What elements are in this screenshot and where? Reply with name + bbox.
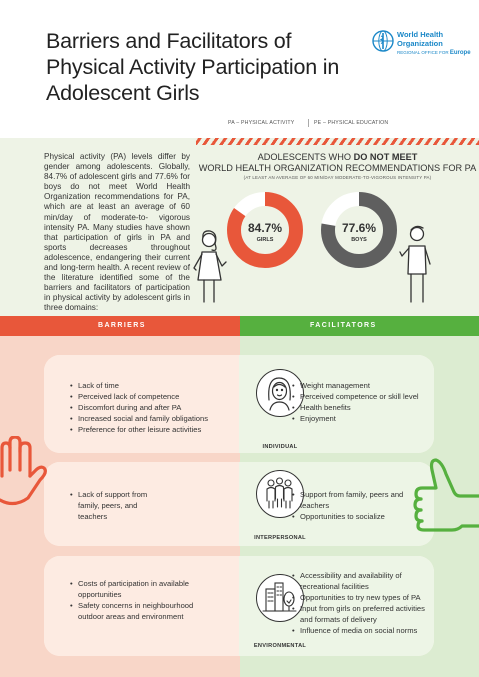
environmental-label: ENVIRONMENTAL — [253, 643, 307, 649]
girls-donut-arc — [227, 192, 303, 268]
list-item: Costs of participation in available oppo… — [70, 578, 200, 600]
environmental-facilitators-list: Accessibility and availability of recrea… — [292, 570, 427, 636]
list-item: Discomfort during and after PA — [70, 402, 230, 413]
list-item: Enjoyment — [292, 413, 422, 424]
list-item: Input from girls on preferred activities… — [292, 603, 427, 625]
individual-barriers-list: Lack of time Perceived lack of competenc… — [70, 380, 230, 435]
interpersonal-label: INTERPERSONAL — [254, 535, 306, 541]
list-item: Accessibility and availability of recrea… — [292, 570, 427, 592]
boys-donut-arc — [321, 192, 397, 268]
who-logo: World Health Organization REGIONAL OFFIC… — [372, 30, 472, 66]
individual-card: Lack of time Perceived lack of competenc… — [44, 355, 434, 453]
environmental-card: Costs of participation in available oppo… — [44, 556, 434, 656]
decorative-stripes — [196, 138, 479, 145]
list-item: Support from family, peers and teachers — [292, 489, 422, 511]
intro-text: Physical activity (PA) levels differ by … — [44, 152, 190, 313]
list-item: Lack of time — [70, 380, 230, 391]
boys-donut: 77.6% BOYS — [318, 189, 400, 271]
who-region: REGIONAL OFFICE FOR Europe — [397, 50, 471, 56]
stop-hand-icon — [0, 436, 47, 506]
boys-percent: 77.6% — [341, 221, 377, 235]
individual-facilitators-list: Weight management Perceived competence o… — [292, 380, 422, 424]
environmental-barriers-list: Costs of participation in available oppo… — [70, 578, 200, 622]
interpersonal-card: Lack of support from family, peers, and … — [44, 462, 434, 546]
abbrev-divider — [308, 119, 309, 127]
abbrev-pe: PE – PHYSICAL EDUCATION — [314, 120, 389, 126]
list-item: Perceived competence or skill level — [292, 391, 422, 402]
list-item: Opportunities to socialize — [292, 511, 422, 522]
abbrev-pa: PA – PHYSICAL ACTIVITY — [228, 120, 295, 126]
girls-donut-chart — [227, 192, 303, 268]
stats-note: (AT LEAST AN AVERAGE OF 60 MIN/DAY MODER… — [243, 175, 432, 180]
list-item: Preference for other leisure activities — [70, 424, 230, 435]
interpersonal-barriers-list: Lack of support from family, peers, and … — [70, 489, 158, 522]
list-item: Opportunities to try new types of PA — [292, 592, 427, 603]
facilitators-heading: FACILITATORS — [310, 322, 377, 329]
page-title: Barriers and Facilitators of Physical Ac… — [46, 29, 340, 105]
boy-figure-icon — [399, 225, 431, 303]
list-item: Perceived lack of competence — [70, 391, 230, 402]
group-people-icon — [266, 477, 293, 509]
list-item: Lack of support from family, peers, and … — [70, 489, 158, 522]
list-item: Safety concerns in neighbourhood outdoor… — [70, 600, 200, 622]
list-item: Increased social and family obligations — [70, 413, 230, 424]
girls-percent: 84.7% — [247, 221, 283, 235]
barriers-band — [0, 316, 240, 336]
city-tree-icon — [262, 582, 297, 612]
list-item: Weight management — [292, 380, 422, 391]
individual-label: INDIVIDUAL — [262, 444, 298, 450]
boys-donut-chart — [321, 192, 397, 268]
girl-figure-icon — [193, 230, 227, 303]
barriers-heading: BARRIERS — [98, 322, 146, 329]
who-name: World Health Organization — [397, 30, 444, 48]
stats-heading: ADOLESCENTS WHO DO NOT MEET WORLD HEALTH… — [198, 152, 477, 173]
girls-label: GIRLS — [256, 237, 274, 243]
girls-donut: 84.7% GIRLS — [224, 189, 306, 271]
thumbs-up-icon — [413, 458, 479, 532]
interpersonal-facilitators-list: Support from family, peers and teachers … — [292, 489, 422, 522]
woman-face-icon — [268, 377, 291, 411]
list-item: Health benefits — [292, 402, 422, 413]
facilitators-band — [240, 316, 479, 336]
who-emblem-icon — [372, 30, 394, 52]
boys-label: BOYS — [351, 237, 367, 243]
list-item: Influence of media on social norms — [292, 625, 427, 636]
